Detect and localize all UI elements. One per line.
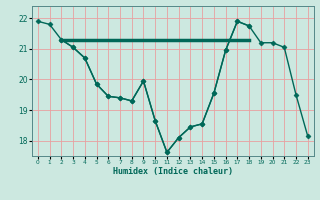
X-axis label: Humidex (Indice chaleur): Humidex (Indice chaleur) bbox=[113, 167, 233, 176]
